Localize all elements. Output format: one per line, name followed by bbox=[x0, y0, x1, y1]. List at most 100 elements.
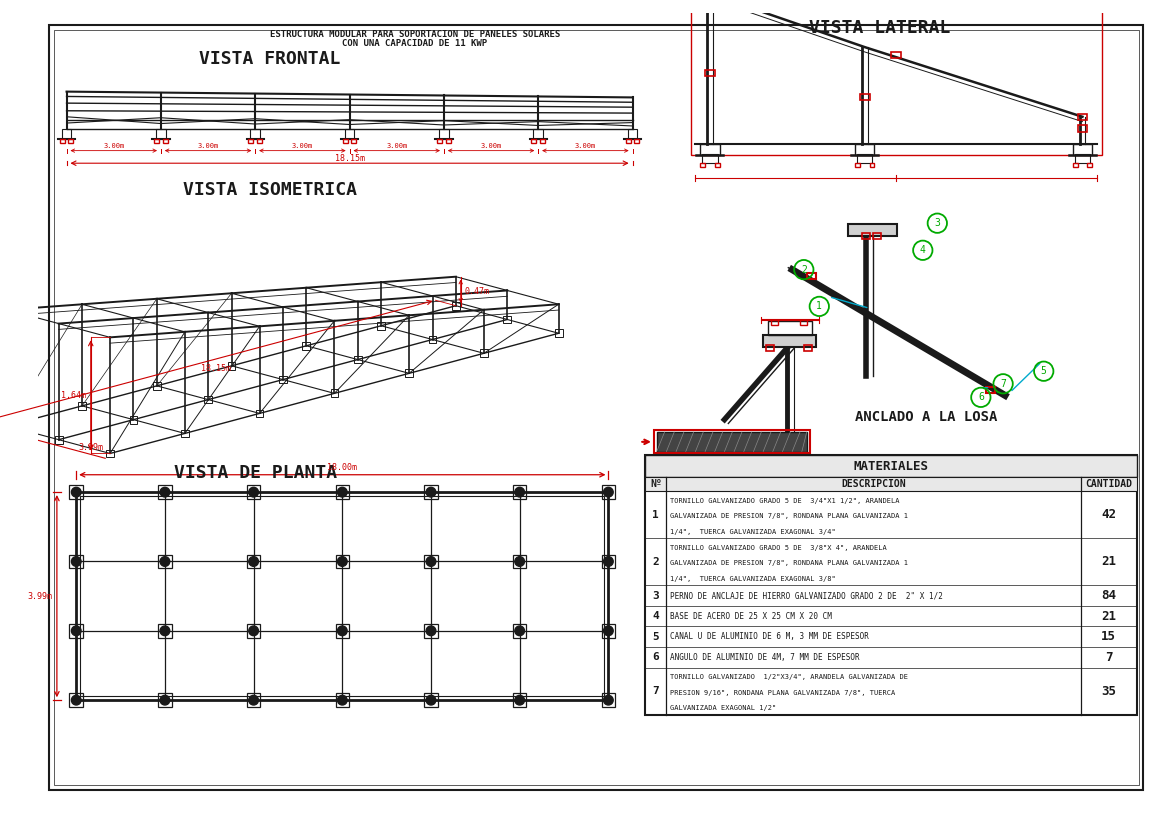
Bar bbox=[76, 492, 609, 700]
Bar bbox=[158, 624, 172, 637]
Bar bbox=[79, 402, 85, 410]
Bar bbox=[439, 130, 449, 139]
Text: ESTRUCTURA MODULAR PARA SOPORTACION DE PANELES SOLARES: ESTRUCTURA MODULAR PARA SOPORTACION DE P… bbox=[270, 30, 560, 39]
Bar bbox=[343, 139, 348, 143]
Bar bbox=[405, 369, 413, 377]
Bar bbox=[424, 555, 438, 568]
Bar bbox=[247, 555, 260, 568]
Bar bbox=[68, 139, 73, 143]
Bar bbox=[69, 694, 83, 707]
Bar bbox=[715, 163, 720, 167]
Bar bbox=[848, 224, 896, 236]
Bar bbox=[626, 139, 631, 143]
Circle shape bbox=[161, 487, 170, 497]
Text: 21: 21 bbox=[1101, 610, 1116, 623]
Bar bbox=[424, 694, 438, 707]
Bar bbox=[855, 144, 874, 156]
Bar bbox=[761, 319, 819, 320]
Circle shape bbox=[515, 695, 524, 705]
Bar bbox=[3, 422, 12, 430]
Text: 1/4",  TUERCA GALVANIZADA EXAGONAL 3/8": 1/4", TUERCA GALVANIZADA EXAGONAL 3/8" bbox=[670, 576, 836, 582]
Text: 5: 5 bbox=[1041, 366, 1046, 377]
Bar bbox=[602, 555, 616, 568]
Bar bbox=[69, 624, 83, 637]
Bar bbox=[80, 496, 604, 696]
Circle shape bbox=[72, 695, 81, 705]
Bar bbox=[513, 624, 527, 637]
Text: Nº: Nº bbox=[650, 479, 662, 489]
Text: VISTA ISOMETRICA: VISTA ISOMETRICA bbox=[182, 181, 357, 200]
Bar bbox=[54, 436, 62, 443]
Bar bbox=[247, 694, 260, 707]
Bar bbox=[806, 272, 817, 280]
Circle shape bbox=[248, 557, 259, 566]
Bar bbox=[351, 139, 357, 143]
Text: 3.00m: 3.00m bbox=[480, 143, 501, 149]
Text: 18.00m: 18.00m bbox=[327, 464, 357, 473]
Text: ANGULO DE ALUMINIO DE 4M, 7 MM DE ESPESOR: ANGULO DE ALUMINIO DE 4M, 7 MM DE ESPESO… bbox=[670, 653, 860, 662]
Text: GALVANIZADA EXAGONAL 1/2": GALVANIZADA EXAGONAL 1/2" bbox=[670, 706, 776, 711]
Text: 3.00m: 3.00m bbox=[575, 143, 596, 149]
Bar bbox=[344, 130, 355, 139]
Bar bbox=[554, 329, 562, 337]
Text: CANTIDAD: CANTIDAD bbox=[1085, 479, 1132, 489]
Bar bbox=[654, 430, 810, 453]
Text: 35: 35 bbox=[1101, 685, 1116, 698]
Bar bbox=[330, 390, 338, 397]
Bar bbox=[437, 139, 442, 143]
Bar bbox=[892, 52, 901, 58]
Bar bbox=[513, 486, 527, 499]
Text: 7: 7 bbox=[653, 686, 660, 696]
Bar bbox=[602, 694, 616, 707]
Text: 2: 2 bbox=[800, 265, 806, 275]
Bar bbox=[657, 432, 806, 452]
Bar bbox=[513, 555, 527, 568]
Text: 18.15m: 18.15m bbox=[335, 154, 365, 163]
Bar bbox=[61, 130, 72, 139]
Bar bbox=[251, 130, 260, 139]
Bar bbox=[69, 555, 83, 568]
Text: 3.00m: 3.00m bbox=[198, 143, 218, 149]
Bar bbox=[446, 139, 450, 143]
Text: MATERIALES: MATERIALES bbox=[854, 460, 929, 473]
Bar bbox=[857, 155, 872, 163]
Bar bbox=[181, 430, 188, 438]
Text: 3.00m: 3.00m bbox=[292, 143, 313, 149]
Circle shape bbox=[248, 626, 259, 636]
Bar bbox=[280, 376, 286, 383]
Bar bbox=[336, 694, 349, 707]
Bar bbox=[480, 350, 487, 357]
Bar bbox=[627, 130, 638, 139]
Text: 1: 1 bbox=[653, 509, 660, 520]
Bar bbox=[158, 694, 172, 707]
Bar bbox=[163, 139, 167, 143]
Bar bbox=[1087, 163, 1093, 167]
Bar bbox=[429, 336, 437, 343]
Bar bbox=[228, 362, 236, 370]
Bar bbox=[336, 486, 349, 499]
Bar bbox=[106, 450, 114, 457]
Bar bbox=[504, 315, 512, 324]
Bar bbox=[602, 486, 616, 499]
Text: 1.64m: 1.64m bbox=[61, 391, 85, 400]
Circle shape bbox=[337, 626, 348, 636]
Text: DESCRIPCION: DESCRIPCION bbox=[841, 479, 906, 489]
Circle shape bbox=[604, 695, 613, 705]
Bar bbox=[700, 144, 720, 156]
Bar bbox=[424, 486, 438, 499]
Bar bbox=[60, 139, 65, 143]
Circle shape bbox=[161, 626, 170, 636]
Bar bbox=[1078, 125, 1087, 132]
Text: 3.00m: 3.00m bbox=[386, 143, 408, 149]
Text: 3: 3 bbox=[934, 218, 940, 228]
Circle shape bbox=[515, 487, 524, 497]
Circle shape bbox=[604, 557, 613, 566]
Bar bbox=[534, 130, 543, 139]
Circle shape bbox=[426, 626, 435, 636]
Text: 4: 4 bbox=[919, 245, 926, 255]
Bar bbox=[541, 139, 545, 143]
Circle shape bbox=[337, 695, 348, 705]
Bar bbox=[531, 139, 536, 143]
Text: 3.00m: 3.00m bbox=[103, 143, 125, 149]
Bar bbox=[336, 624, 349, 637]
